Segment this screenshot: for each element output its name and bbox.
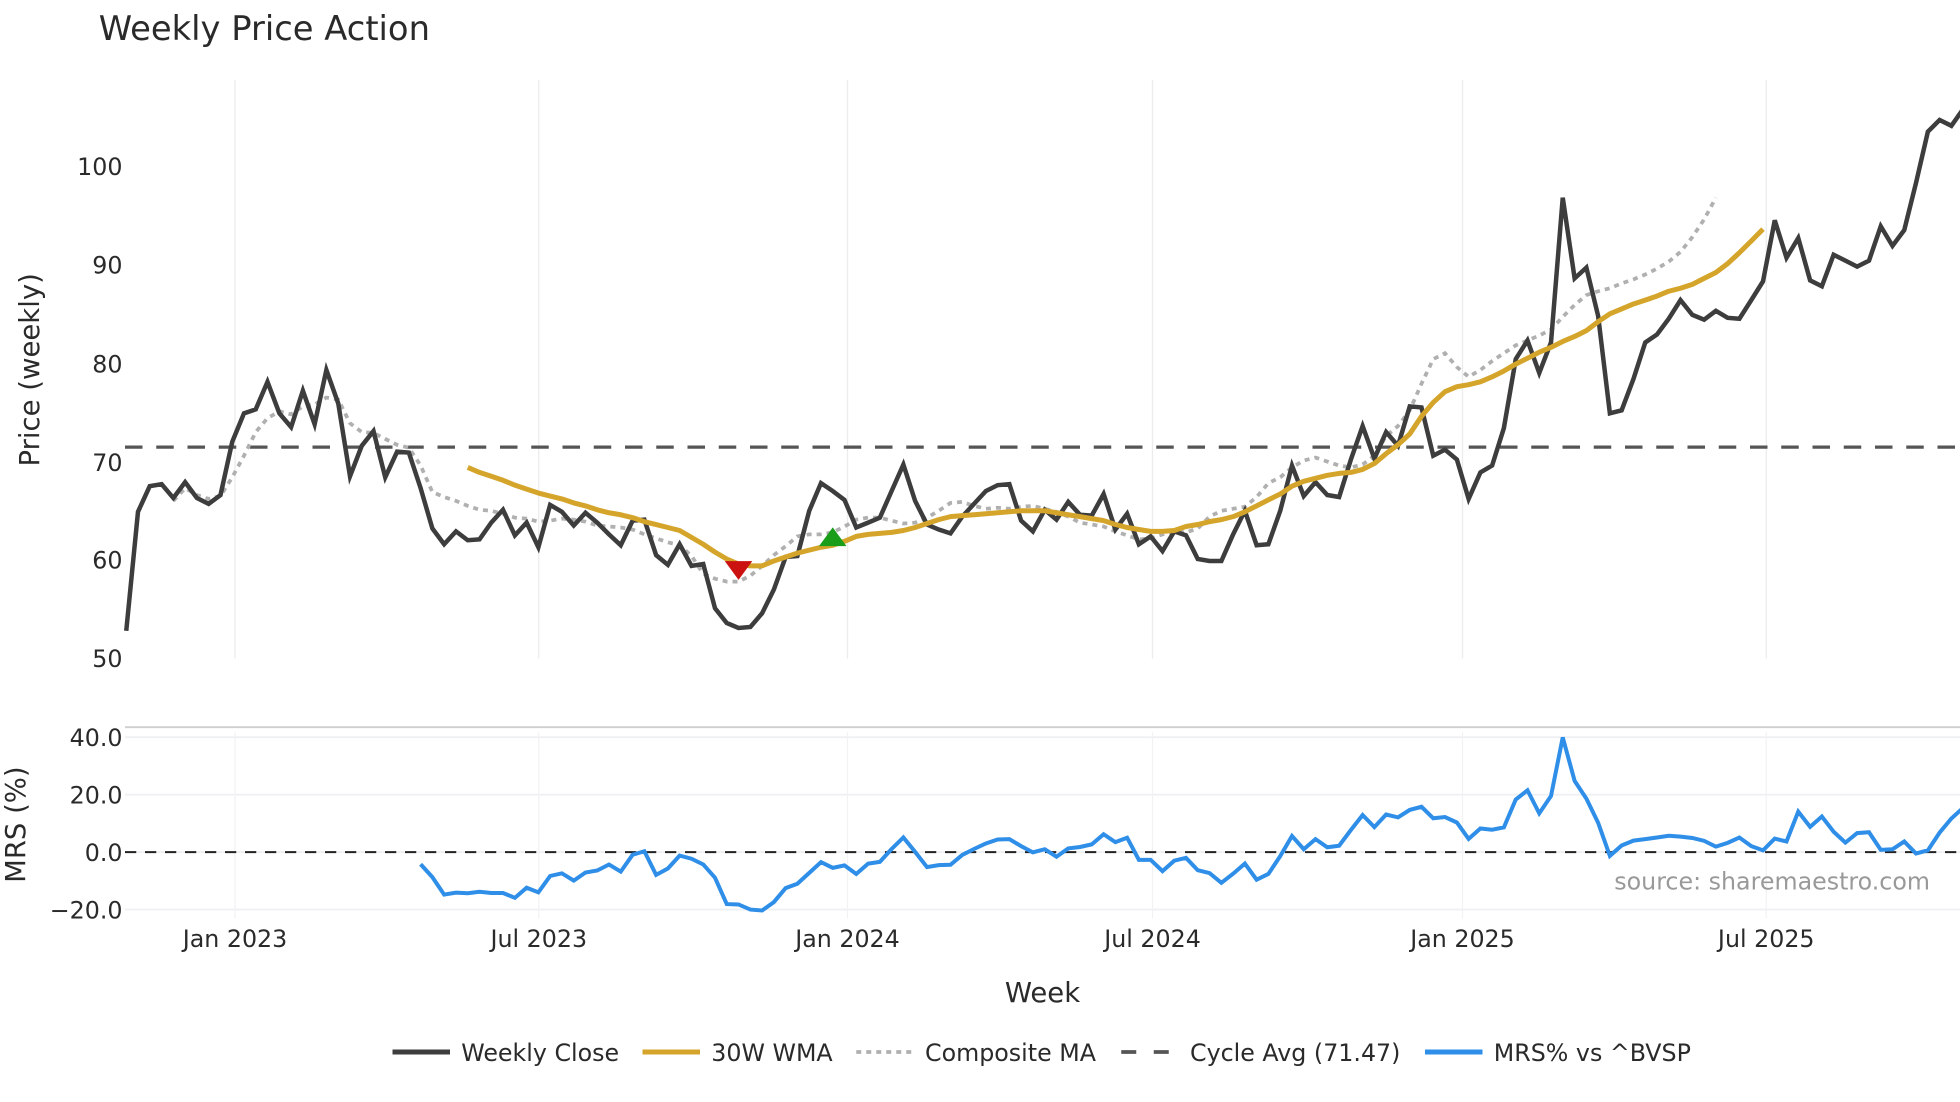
- price-tick-60: 60: [92, 546, 122, 574]
- price-vertical-gridlines: [234, 79, 1767, 659]
- chart-title: Weekly Price Action: [99, 9, 430, 48]
- x-axis-label: Week: [1005, 977, 1080, 1009]
- price-tick-90: 90: [92, 252, 122, 280]
- mrs-y-ticks: 40.0 20.0 0.0 −20.0: [50, 724, 123, 924]
- legend-label-mrs: MRS% vs ^BVSP: [1494, 1039, 1691, 1067]
- mrs-tick-20: 20.0: [70, 781, 123, 809]
- legend-label-30w-wma: 30W WMA: [711, 1039, 833, 1067]
- mrs-line: [419, 736, 1960, 913]
- x-tick-jul-2025: Jul 2025: [1716, 925, 1815, 953]
- price-series: [124, 109, 1960, 632]
- x-tick-jan-2025: Jan 2025: [1408, 925, 1515, 953]
- wma-30w-line: [466, 227, 1765, 569]
- mrs-axis-label: MRS (%): [0, 766, 32, 883]
- buy-signal-marker: [819, 527, 847, 547]
- legend: Weekly Close 30W WMA Composite MA Cycle …: [392, 1039, 1691, 1067]
- price-y-ticks: 100 90 80 70 60 50: [77, 153, 122, 673]
- mrs-vertical-gridlines: [234, 732, 1767, 919]
- mrs-tick-minus20: −20.0: [50, 896, 123, 924]
- legend-label-composite-ma: Composite MA: [925, 1039, 1097, 1067]
- x-tick-jul-2023: Jul 2023: [488, 925, 587, 953]
- legend-item-30w-wma[interactable]: 30W WMA: [642, 1039, 834, 1067]
- x-tick-jan-2023: Jan 2023: [181, 925, 288, 953]
- legend-item-composite-ma[interactable]: Composite MA: [856, 1039, 1097, 1067]
- price-tick-100: 100: [77, 153, 122, 181]
- mrs-series: [419, 736, 1960, 913]
- x-tick-jan-2024: Jan 2024: [793, 925, 900, 953]
- legend-label-cycle-avg: Cycle Avg (71.47): [1190, 1039, 1400, 1067]
- x-axis-ticks: Jan 2023 Jul 2023 Jan 2024 Jul 2024 Jan …: [181, 925, 1815, 953]
- legend-item-mrs[interactable]: MRS% vs ^BVSP: [1425, 1039, 1691, 1067]
- x-tick-jul-2024: Jul 2024: [1102, 925, 1201, 953]
- mrs-tick-40: 40.0: [70, 724, 123, 752]
- price-axis-label: Price (weekly): [14, 273, 46, 466]
- legend-item-weekly-close[interactable]: Weekly Close: [392, 1039, 620, 1067]
- price-tick-70: 70: [92, 449, 122, 477]
- price-tick-80: 80: [92, 350, 122, 378]
- legend-label-weekly-close: Weekly Close: [461, 1039, 619, 1067]
- source-annotation: source: sharemaestro.com: [1614, 868, 1930, 896]
- legend-item-cycle-avg[interactable]: Cycle Avg (71.47): [1121, 1039, 1400, 1067]
- sell-signal-marker: [724, 561, 753, 580]
- price-tick-50: 50: [92, 645, 122, 673]
- mrs-tick-0: 0.0: [85, 839, 123, 867]
- composite-ma-line: [171, 196, 1718, 584]
